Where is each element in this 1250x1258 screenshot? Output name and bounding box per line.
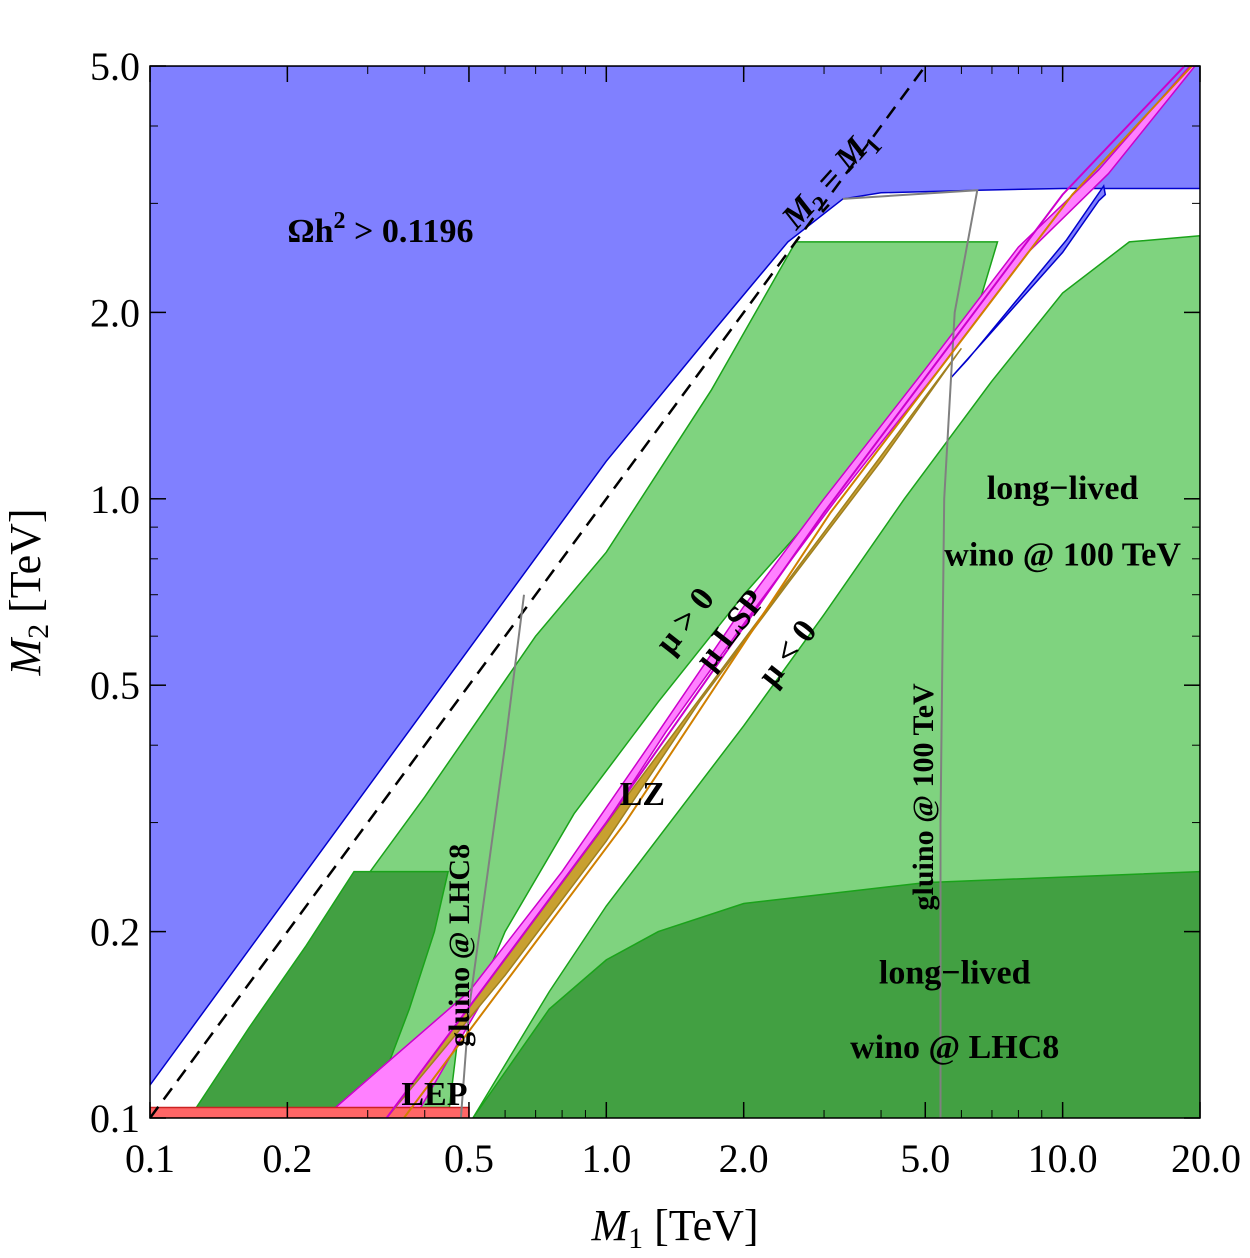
ticks-layer: 0.1 0.2 0.5 1.0 2.0 5.0 10.0 20.0 0.1 0.2 0.5 1.0 2.… [90,44,1241,1181]
x-tick-label: 10.0 [1028,1136,1098,1181]
y-tick-label: 5.0 [90,44,140,89]
winolhc8-label-1: long−lived [879,954,1031,991]
y-axis-title: M2 [TeV] [1,508,55,676]
gluino-100-label: gluino @ 100 TeV [907,683,940,910]
y-tick-label: 0.5 [90,663,140,708]
x-axis-title: M1 [TeV] [590,1201,758,1255]
region-relic-overabundance [150,66,1200,1087]
wino100-label-2: wino @ 100 TeV [944,537,1181,574]
y-tick-label: 0.2 [90,910,140,955]
winolhc8-label-2: wino @ LHC8 [850,1029,1059,1066]
line-mu-negative-edge [403,66,1193,1118]
x-tick-label: 20.0 [1171,1136,1241,1181]
relic-label: Ωh2 > 0.1196 [287,208,473,250]
line-m2-equals-m1 [150,66,927,1118]
lz-label: LZ [620,776,665,813]
x-tick-label: 0.2 [262,1136,312,1181]
region-wino-lhc8-dark-right [471,870,1200,1118]
gluino-lhc8-label: gluino @ LHC8 [443,844,476,1047]
x-tick-label: 0.1 [125,1136,175,1181]
x-tick-label: 2.0 [719,1136,769,1181]
region-relic-overabundance-lower [950,184,1107,379]
line-gluino-100tev-contour [842,189,979,1118]
x-tick-label: 0.5 [444,1136,494,1181]
x-tick-label: 5.0 [900,1136,950,1181]
y-tick-label: 1.0 [90,477,140,522]
wino100-label-1: long−lived [987,470,1139,507]
lines-layer [150,66,1193,1118]
line-mu-positive-edge [385,66,1186,1118]
y-tick-label: 2.0 [90,290,140,335]
y-tick-label: 0.1 [90,1096,140,1141]
x-tick-label: 1.0 [581,1136,631,1181]
line-gluino-lhc8-contour [459,594,525,1118]
lep-label: LEP [401,1076,467,1113]
regions-layer [150,66,1200,1118]
plot-frame [149,65,1201,1119]
